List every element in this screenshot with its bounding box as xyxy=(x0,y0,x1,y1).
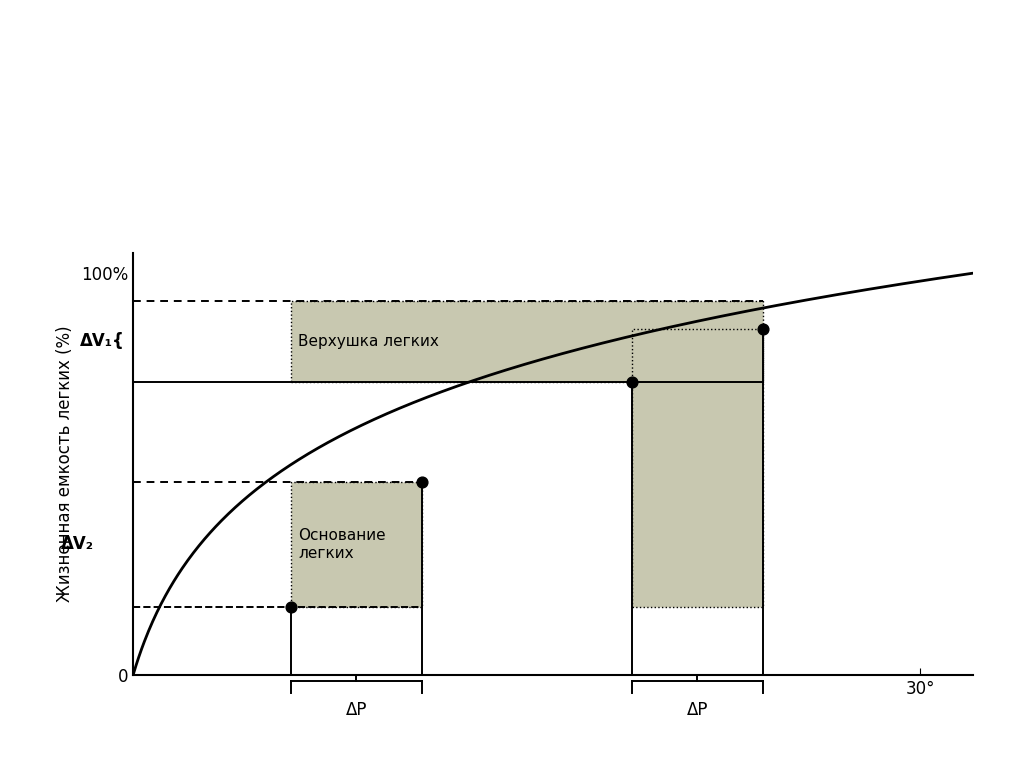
Text: Верхушка легких: Верхушка легких xyxy=(298,334,439,349)
Point xyxy=(283,601,299,613)
Point xyxy=(624,376,640,388)
Bar xyxy=(291,482,422,607)
Text: ΔV₂: ΔV₂ xyxy=(60,535,94,553)
Point xyxy=(755,324,771,336)
Bar xyxy=(632,330,763,607)
Text: ΔP: ΔP xyxy=(686,701,708,719)
Text: ΔP: ΔP xyxy=(345,701,367,719)
Text: Основание
легких: Основание легких xyxy=(298,528,386,561)
Text: ΔV₁{: ΔV₁{ xyxy=(80,333,125,351)
Point xyxy=(414,476,430,489)
Bar xyxy=(291,301,763,382)
Y-axis label: Жизненная емкость легких (%): Жизненная емкость легких (%) xyxy=(56,326,74,602)
